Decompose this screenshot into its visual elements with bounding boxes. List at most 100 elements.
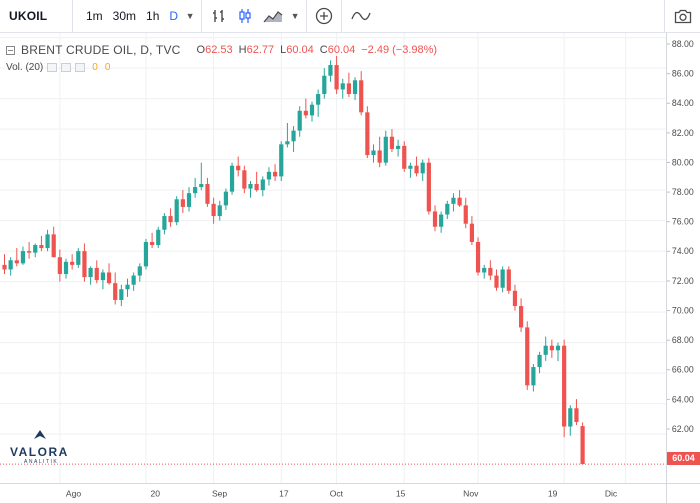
candle <box>562 339 567 438</box>
price-axis[interactable]: 62.00 64.00 66.00 68.00 70.00 72.00 74.00 76.00… <box>666 33 700 483</box>
candle-body <box>236 165 241 171</box>
low-label: L <box>280 44 287 56</box>
time-tick-label: 20 <box>151 488 161 498</box>
time-tick-label: 17 <box>279 488 289 498</box>
candle <box>27 241 32 259</box>
candle <box>57 249 62 282</box>
candle-body <box>168 216 173 223</box>
candle-body <box>273 171 278 177</box>
candle <box>402 141 407 172</box>
candle-body <box>457 197 462 206</box>
candle <box>186 187 192 212</box>
candle <box>432 205 438 232</box>
logo-tagline: ANALITIK <box>24 459 59 465</box>
candle-body <box>568 408 573 427</box>
candle <box>494 269 499 291</box>
candle <box>33 243 38 258</box>
candle <box>426 158 431 215</box>
symbol-search[interactable]: UKOIL <box>0 0 73 33</box>
price-tick-label: 70.00 <box>672 305 694 315</box>
time-tick-label: Sep <box>212 488 227 498</box>
candle <box>574 399 579 426</box>
candle-body <box>45 234 50 249</box>
candle-body <box>451 197 456 204</box>
volume-visibility-icon[interactable] <box>47 63 58 72</box>
toolbar-divider <box>306 0 308 33</box>
candle-body <box>328 65 333 76</box>
candle-body <box>260 179 265 191</box>
low-value: 60.04 <box>286 44 314 56</box>
symbol-label: UKOIL <box>9 9 48 23</box>
candle <box>223 188 228 210</box>
candle <box>549 339 554 358</box>
volume-settings-icon[interactable] <box>61 63 72 72</box>
candle <box>125 278 130 297</box>
candle-body <box>482 267 487 273</box>
candle <box>273 164 278 181</box>
candle-body <box>211 203 216 217</box>
candle <box>106 263 112 285</box>
high-label: H <box>238 44 247 56</box>
candle <box>519 298 524 332</box>
candle <box>451 193 456 212</box>
candle <box>100 269 105 290</box>
candle <box>568 405 573 436</box>
timeframe-d[interactable]: D <box>169 9 179 23</box>
price-tick-label: 84.00 <box>672 98 694 108</box>
candle-body <box>266 171 272 180</box>
candle <box>457 190 462 207</box>
candle-body <box>396 145 401 149</box>
valora-logo <box>34 430 46 439</box>
add-indicator-icon[interactable] <box>311 0 337 33</box>
candle-body <box>322 75 327 95</box>
price-tick-label: 76.00 <box>672 217 694 227</box>
candle-body <box>500 269 505 288</box>
area-chart-type-icon[interactable] <box>258 0 288 33</box>
time-axis[interactable]: Ago 20 Sep 17 Oct 15 Nov 19 Dic <box>0 483 666 503</box>
candle-body <box>14 260 19 264</box>
candle-body <box>57 257 62 275</box>
candle <box>39 235 44 252</box>
snapshot-camera-icon[interactable] <box>664 0 700 33</box>
candle-body <box>162 216 167 230</box>
candle <box>76 248 81 268</box>
candle <box>285 123 290 148</box>
candlestick-chart-type-icon[interactable] <box>232 0 258 33</box>
candle-body <box>186 193 192 207</box>
candle <box>279 141 284 181</box>
compare-wave-icon[interactable] <box>346 0 376 33</box>
price-chart[interactable] <box>0 33 666 483</box>
candle-body <box>94 267 99 281</box>
candle-body <box>119 289 124 300</box>
candle <box>162 213 167 235</box>
candle-body <box>402 145 407 169</box>
candle-body <box>519 306 524 328</box>
time-tick-label: Nov <box>463 488 479 498</box>
candle-body <box>309 104 315 116</box>
time-tick-label: Oct <box>330 488 344 498</box>
candle-body <box>180 199 185 207</box>
close-label: C <box>319 44 328 56</box>
candle-body <box>389 136 395 149</box>
candle-body <box>51 234 56 258</box>
timeframe-1m[interactable]: 1m <box>86 9 103 23</box>
candle-body <box>537 354 542 368</box>
candle-body <box>27 251 32 253</box>
timeframe-chevron-down-icon[interactable]: ▼ <box>185 11 195 21</box>
candle <box>469 216 474 246</box>
candle-body <box>445 203 450 215</box>
candle <box>119 284 124 307</box>
collapse-legend-icon[interactable] <box>6 45 15 55</box>
candle <box>303 98 308 119</box>
candle <box>359 71 364 116</box>
timeframe-30m[interactable]: 30m <box>112 9 137 23</box>
bar-chart-type-icon[interactable] <box>206 0 232 33</box>
timeframe-1h[interactable]: 1h <box>146 9 160 23</box>
candle <box>316 89 321 117</box>
chart-type-chevron-down-icon[interactable]: ▼ <box>290 11 300 21</box>
candle-body <box>39 245 44 249</box>
volume-remove-icon[interactable] <box>75 63 86 72</box>
candle <box>266 167 272 186</box>
candle <box>236 156 241 177</box>
candle-body <box>248 184 253 189</box>
